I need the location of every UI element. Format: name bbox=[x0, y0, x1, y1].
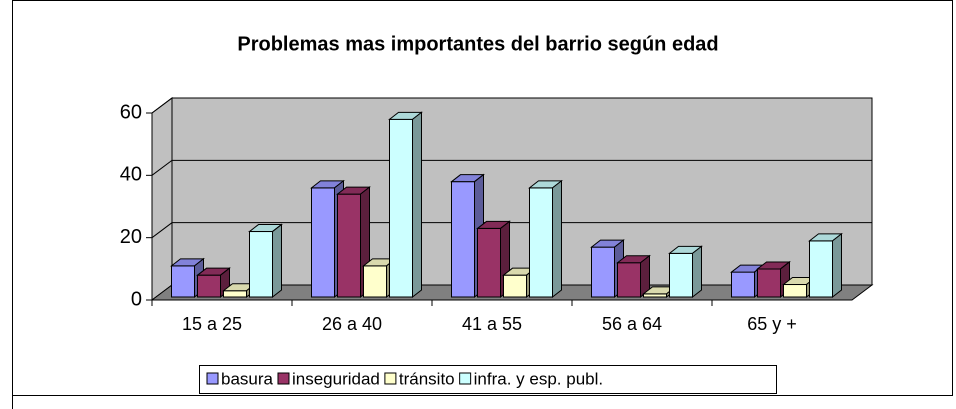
y-tick-label: 60 bbox=[120, 101, 142, 123]
bar-front bbox=[171, 265, 195, 298]
x-tick-label: 65 y + bbox=[747, 314, 797, 334]
bar-front bbox=[389, 118, 413, 298]
bar-front bbox=[757, 268, 781, 298]
legend-label: basura bbox=[221, 369, 274, 388]
bar bbox=[782, 276, 817, 299]
legend-swatch bbox=[384, 372, 397, 385]
y-tick-label: 40 bbox=[120, 164, 142, 186]
x-tick-label: 26 a 40 bbox=[322, 314, 382, 334]
bar bbox=[388, 111, 423, 299]
bar-front bbox=[591, 246, 615, 298]
y-tick-label: 20 bbox=[120, 226, 142, 248]
x-tick-label: 15 a 25 bbox=[182, 314, 242, 334]
chart-title: Problemas mas importantes del barrio seg… bbox=[237, 33, 718, 55]
legend-swatch bbox=[206, 372, 219, 385]
bar bbox=[730, 264, 765, 299]
bar-side bbox=[832, 232, 842, 299]
bar bbox=[756, 260, 791, 299]
legend-label: tránsito bbox=[399, 369, 455, 388]
bar-front bbox=[477, 227, 501, 298]
bar-front bbox=[731, 271, 755, 298]
bar-side bbox=[272, 223, 282, 299]
bar-front bbox=[529, 187, 553, 298]
bar-front bbox=[337, 193, 361, 298]
bar bbox=[528, 179, 563, 299]
side-wall bbox=[151, 97, 173, 301]
bar-front bbox=[197, 274, 221, 298]
legend-label: inseguridad bbox=[292, 369, 380, 388]
legend-swatch bbox=[459, 372, 472, 385]
bar bbox=[248, 223, 283, 299]
bar-side bbox=[692, 245, 702, 299]
bar-front bbox=[617, 262, 641, 298]
bar-front bbox=[223, 290, 247, 298]
bar-side bbox=[412, 111, 422, 299]
legend-label: infra. y esp. publ. bbox=[474, 369, 603, 388]
bar bbox=[336, 186, 371, 299]
x-tick-label: 56 a 64 bbox=[602, 314, 662, 334]
bar-front bbox=[669, 252, 693, 298]
bar-front bbox=[783, 284, 807, 298]
plot-area: 0 20 40 60 15 a 25 26 a 40 41 a 55 56 a 64 65 y … bbox=[120, 97, 874, 334]
bar-front bbox=[809, 240, 833, 298]
bar bbox=[476, 220, 511, 299]
bar bbox=[808, 232, 843, 299]
legend-swatch bbox=[277, 372, 290, 385]
bar bbox=[196, 267, 231, 299]
x-tick-label: 41 a 55 bbox=[462, 314, 522, 334]
legend bbox=[199, 365, 777, 394]
bar-front bbox=[503, 274, 527, 298]
grid-line bbox=[151, 97, 872, 114]
bar bbox=[668, 245, 703, 299]
grid-line bbox=[151, 222, 872, 239]
bar-side bbox=[552, 179, 562, 299]
y-tick-label: 0 bbox=[131, 288, 142, 310]
bar bbox=[616, 254, 651, 299]
bar-front bbox=[249, 231, 273, 298]
bar-front bbox=[311, 187, 335, 298]
bar-front bbox=[363, 265, 387, 298]
bar-front bbox=[451, 181, 475, 298]
grid-line bbox=[151, 159, 872, 176]
